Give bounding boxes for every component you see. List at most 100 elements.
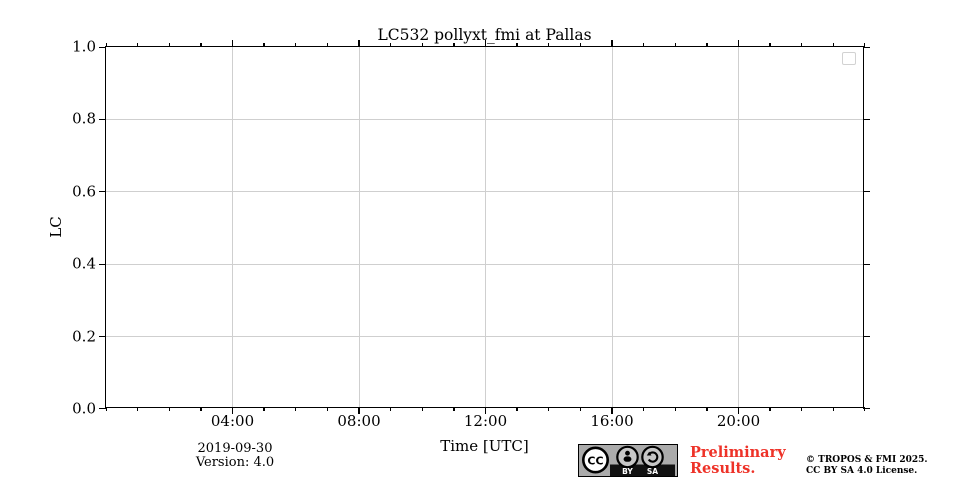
x-tick-label: 04:00 xyxy=(210,412,255,430)
cc-logo-icon xyxy=(582,446,609,474)
y-major-tick-left xyxy=(99,335,106,338)
x-major-tick-top xyxy=(484,40,487,47)
version-label: Version: 4.0 xyxy=(195,455,275,470)
x-minor-tick-bottom xyxy=(548,407,550,411)
x-minor-tick-top xyxy=(832,43,835,47)
x-minor-tick-top xyxy=(200,43,202,47)
sa-arrow-icon xyxy=(641,445,664,469)
x-minor-tick-top xyxy=(674,43,676,47)
x-minor-tick-bottom xyxy=(200,407,202,411)
legend-box xyxy=(842,52,856,65)
copyright-note: © TROPOS & FMI 2025. CC BY SA 4.0 Licens… xyxy=(806,455,936,476)
x-minor-tick-bottom xyxy=(295,407,297,411)
x-minor-tick-bottom xyxy=(168,407,170,411)
measurement-date: 2019-09-30 xyxy=(197,441,273,456)
x-minor-tick-top xyxy=(579,43,582,47)
x-minor-tick-bottom xyxy=(832,407,835,411)
x-minor-tick-top xyxy=(263,43,265,47)
y-tick-label: 0.6 xyxy=(72,182,96,201)
x-minor-tick-bottom xyxy=(801,407,803,411)
x-minor-tick-bottom xyxy=(516,407,518,411)
x-gridline xyxy=(232,47,233,407)
x-gridline xyxy=(738,47,739,407)
x-gridline xyxy=(485,47,486,407)
y-major-tick-right xyxy=(863,407,870,409)
y-major-tick-right xyxy=(863,47,870,49)
y-gridline xyxy=(106,336,863,338)
x-minor-tick-top xyxy=(706,43,708,47)
x-minor-tick-top xyxy=(801,43,803,47)
x-tick-label: 12:00 xyxy=(463,412,508,430)
x-minor-tick-top xyxy=(389,43,392,47)
by-person-icon xyxy=(616,445,639,469)
x-minor-tick-top xyxy=(453,43,455,47)
x-minor-tick-top xyxy=(136,43,139,47)
x-minor-tick-top xyxy=(326,43,329,47)
sa-label: SA xyxy=(647,467,658,476)
by-label: BY xyxy=(622,467,633,476)
date-version-block: 2019-09-30 Version: 4.0 xyxy=(160,442,310,470)
x-minor-tick-top xyxy=(295,43,297,47)
cc-logo-text: CC xyxy=(587,454,603,467)
y-gridline xyxy=(106,118,863,120)
y-major-tick-right xyxy=(863,118,870,121)
x-minor-tick-bottom xyxy=(579,407,582,411)
x-minor-tick-top xyxy=(548,43,550,47)
x-minor-tick-bottom xyxy=(326,407,329,411)
x-tick-label: 20:00 xyxy=(716,412,761,430)
x-minor-tick-bottom xyxy=(706,407,708,411)
y-major-tick-left xyxy=(99,191,106,193)
x-minor-tick-bottom xyxy=(453,407,455,411)
x-minor-tick-bottom xyxy=(863,407,865,411)
preliminary-results-note: Preliminary Results. xyxy=(690,444,786,477)
x-gridline xyxy=(611,47,613,407)
x-major-tick-top xyxy=(611,40,613,47)
y-gridline xyxy=(106,191,863,193)
y-tick-label: 0.0 xyxy=(72,399,96,418)
y-major-tick-right xyxy=(863,263,870,265)
x-minor-tick-top xyxy=(421,43,423,47)
x-major-tick-bottom xyxy=(358,407,360,414)
license-line: CC BY SA 4.0 License. xyxy=(806,465,918,476)
y-tick-label: 0.4 xyxy=(72,254,96,273)
x-axis-label: Time [UTC] xyxy=(440,437,529,455)
x-minor-tick-top xyxy=(642,43,645,47)
x-minor-tick-top xyxy=(168,43,170,47)
x-minor-tick-bottom xyxy=(421,407,423,411)
x-tick-label: 16:00 xyxy=(590,412,634,430)
x-minor-tick-bottom xyxy=(389,407,392,411)
cc-by-sa-badge: CC BY SA xyxy=(578,444,678,477)
x-minor-tick-bottom xyxy=(642,407,645,411)
x-minor-tick-bottom xyxy=(769,407,771,411)
y-tick-label: 1.0 xyxy=(72,37,96,56)
y-major-tick-left xyxy=(99,407,106,409)
x-gridline xyxy=(358,47,360,407)
x-major-tick-bottom xyxy=(484,407,487,414)
badge-strip xyxy=(610,464,675,476)
y-major-tick-right xyxy=(863,335,870,338)
x-tick-label: 08:00 xyxy=(337,412,381,430)
y-major-tick-left xyxy=(99,263,106,265)
x-minor-tick-bottom xyxy=(106,407,108,411)
x-minor-tick-top xyxy=(863,43,865,47)
y-major-tick-right xyxy=(863,191,870,193)
x-major-tick-top xyxy=(737,40,740,47)
x-minor-tick-bottom xyxy=(136,407,139,411)
y-tick-label: 0.2 xyxy=(72,327,96,346)
x-minor-tick-bottom xyxy=(263,407,265,411)
x-major-tick-bottom xyxy=(737,407,740,414)
x-major-tick-bottom xyxy=(611,407,613,414)
x-minor-tick-bottom xyxy=(674,407,676,411)
copyright-line: © TROPOS & FMI 2025. xyxy=(806,455,928,465)
x-minor-tick-top xyxy=(516,43,518,47)
y-axis-label: LC xyxy=(47,216,65,238)
y-major-tick-left xyxy=(99,47,106,49)
x-major-tick-top xyxy=(358,40,360,47)
x-minor-tick-top xyxy=(106,43,108,47)
plot-area: 04:00 08:00 12:00 16:00 20:00 0.0 0.2 0.4 0.6 0.8… xyxy=(72,39,870,429)
y-gridline xyxy=(106,263,863,265)
y-tick-label: 0.8 xyxy=(72,109,96,128)
x-minor-tick-top xyxy=(769,43,771,47)
chart-title: LC532 pollyxt_fmi at Pallas xyxy=(377,26,592,44)
